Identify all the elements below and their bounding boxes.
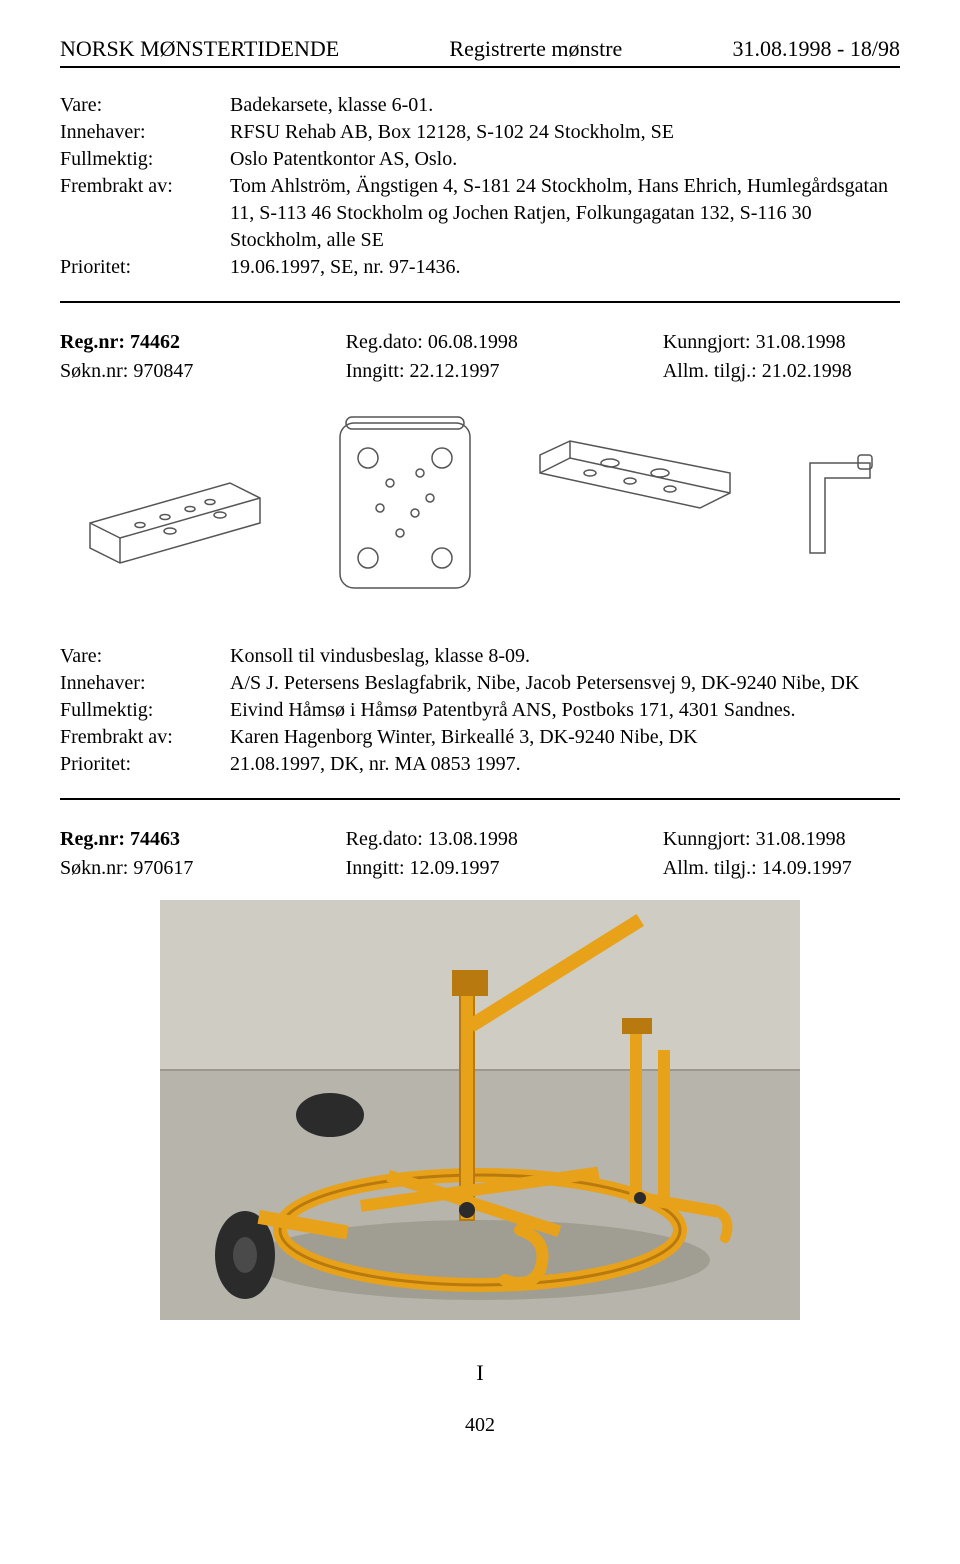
tilgj: Allm. tilgj.: 14.09.1997 xyxy=(623,857,900,880)
page-number: 402 xyxy=(60,1414,900,1437)
regdato: Reg.dato: 06.08.1998 xyxy=(346,331,623,354)
record-3-registration: Reg.nr: 74463 Reg.dato: 13.08.1998 Kunng… xyxy=(60,828,900,880)
innehaver-value: RFSU Rehab AB, Box 12128, S-102 24 Stock… xyxy=(230,119,900,146)
vare-label: Vare: xyxy=(60,643,230,670)
prioritet-label: Prioritet: xyxy=(60,254,230,281)
page-container: NORSK MØNSTERTIDENDE Registrerte mønstre… xyxy=(0,0,960,1477)
prioritet-value: 19.06.1997, SE, nr. 97-1436. xyxy=(230,254,900,281)
fullmektig-value: Eivind Håmsø i Håmsø Patentbyrå ANS, Pos… xyxy=(230,697,900,724)
figure-brackets xyxy=(60,403,900,603)
soknnr: Søkn.nr: 970847 xyxy=(60,360,346,383)
figure-device-photo xyxy=(60,900,900,1320)
inngitt: Inngitt: 12.09.1997 xyxy=(346,857,623,880)
kunngjort: Kunngjort: 31.08.1998 xyxy=(623,828,900,851)
innehaver-label: Innehaver: xyxy=(60,119,230,146)
prioritet-value: 21.08.1997, DK, nr. MA 0853 1997. xyxy=(230,751,900,778)
record-2-registration: Reg.nr: 74462 Reg.dato: 06.08.1998 Kunng… xyxy=(60,331,900,383)
regnr: Reg.nr: 74463 xyxy=(60,828,346,851)
divider xyxy=(60,798,900,800)
page-header: NORSK MØNSTERTIDENDE Registrerte mønstre… xyxy=(60,36,900,68)
innehaver-label: Innehaver: xyxy=(60,670,230,697)
soknnr: Søkn.nr: 970617 xyxy=(60,857,346,880)
fullmektig-value: Oslo Patentkontor AS, Oslo. xyxy=(230,146,900,173)
footer-letter: I xyxy=(60,1360,900,1386)
fullmektig-label: Fullmektig: xyxy=(60,697,230,724)
record-2-meta: Vare: Konsoll til vindusbeslag, klasse 8… xyxy=(60,643,900,778)
innehaver-value: A/S J. Petersens Beslagfabrik, Nibe, Jac… xyxy=(230,670,900,697)
brackets-svg xyxy=(70,403,890,603)
prioritet-label: Prioritet: xyxy=(60,751,230,778)
fullmektig-label: Fullmektig: xyxy=(60,146,230,173)
regnr: Reg.nr: 74462 xyxy=(60,331,346,354)
vare-label: Vare: xyxy=(60,92,230,119)
header-left: NORSK MØNSTERTIDENDE xyxy=(60,36,339,62)
vare-value: Badekarsete, klasse 6-01. xyxy=(230,92,900,119)
regdato: Reg.dato: 13.08.1998 xyxy=(346,828,623,851)
tilgj: Allm. tilgj.: 21.02.1998 xyxy=(623,360,900,383)
header-mid: Registrerte mønstre xyxy=(449,36,622,62)
device-photo-svg xyxy=(160,900,800,1320)
record-1-meta: Vare: Badekarsete, klasse 6-01. Innehave… xyxy=(60,92,900,281)
frembrakt-label: Frembrakt av: xyxy=(60,724,230,751)
vare-value: Konsoll til vindusbeslag, klasse 8-09. xyxy=(230,643,900,670)
inngitt: Inngitt: 22.12.1997 xyxy=(346,360,623,383)
kunngjort: Kunngjort: 31.08.1998 xyxy=(623,331,900,354)
frembrakt-value: Tom Ahlström, Ängstigen 4, S-181 24 Stoc… xyxy=(230,173,900,254)
header-right: 31.08.1998 - 18/98 xyxy=(733,36,900,62)
frembrakt-value: Karen Hagenborg Winter, Birkeallé 3, DK-… xyxy=(230,724,900,751)
frembrakt-label: Frembrakt av: xyxy=(60,173,230,200)
divider xyxy=(60,301,900,303)
